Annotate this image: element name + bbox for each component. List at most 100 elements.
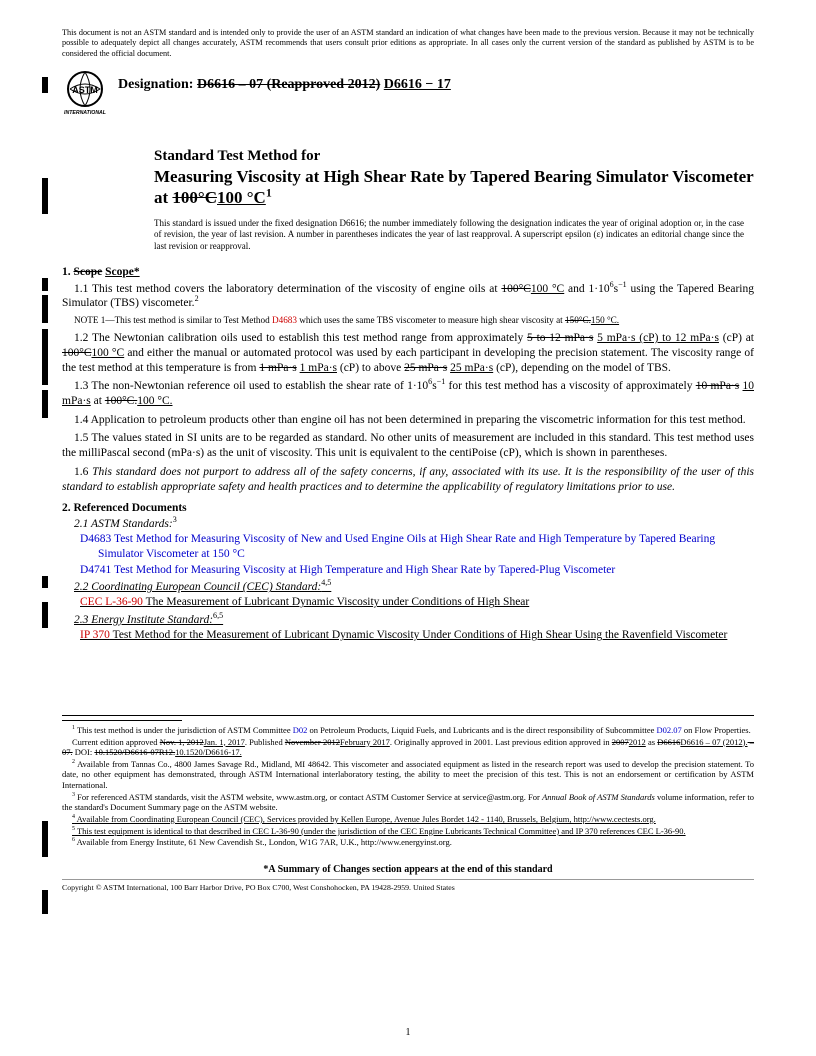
title-line2: Measuring Viscosity at High Shear Rate b… <box>154 166 754 209</box>
copyright: Copyright © ASTM International, 100 Barr… <box>62 879 754 892</box>
p2b: (cP) at <box>719 332 754 344</box>
para-1-3: 1.3 The non-Newtonian reference oil used… <box>62 379 754 408</box>
summary-note: *A Summary of Changes section appears at… <box>62 864 754 875</box>
title-temp-new: 100 °C <box>217 188 266 207</box>
f1a: This test method is under the jurisdicti… <box>75 725 293 735</box>
change-bar <box>42 576 48 588</box>
sub2t: 2.2 Coordinating European Council (CEC) … <box>74 581 321 593</box>
footnote-rule <box>62 720 182 721</box>
para-1-5: 1.5 The values stated in SI units are to… <box>62 431 754 460</box>
designation-label: Designation: <box>118 77 193 92</box>
fn5: 5 This test equipment is identical to th… <box>62 826 754 837</box>
ref-d4741-text[interactable]: Test Method for Measuring Viscosity at H… <box>111 564 615 576</box>
f1n4: D6616 – 07 (2012). <box>680 737 747 747</box>
f2t: Available from Tannas Co., 4800 James Sa… <box>62 759 754 790</box>
fn1-link-d02[interactable]: D02 <box>293 725 308 735</box>
f1h: DOI: <box>73 747 95 757</box>
refs-sub2: 2.2 Coordinating European Council (CEC) … <box>62 581 754 593</box>
f1n3: 2012 <box>629 737 646 747</box>
fn2: 2 Available from Tannas Co., 4800 James … <box>62 759 754 791</box>
p1exp2: −1 <box>618 280 627 289</box>
f1f: . Originally approved in 2001. Last prev… <box>390 737 612 747</box>
p3o2: 100°C. <box>105 395 137 407</box>
sub3s: 6,5 <box>213 611 223 620</box>
p2o4: 25 mPa·s <box>404 362 447 374</box>
f1o3: 2007 <box>612 737 629 747</box>
change-bar <box>42 295 48 323</box>
para-1-2: 1.2 The Newtonian calibration oils used … <box>62 331 754 375</box>
p3o1: 10 mPa·s <box>696 380 740 392</box>
ref-d4683-text[interactable]: Test Method for Measuring Viscosity of N… <box>98 533 715 560</box>
f5t: This test equipment is identical to that… <box>75 826 686 836</box>
designation-old: D6616 – 07 (Reapproved 2012) <box>197 77 380 92</box>
p3n2: 100 °C. <box>137 395 172 407</box>
fn3: 3 For referenced ASTM standards, visit t… <box>62 792 754 813</box>
p1b: and 1·10 <box>564 283 609 295</box>
f6t: Available from Energy Institute, 61 New … <box>75 837 452 847</box>
ref-ip370: IP 370 Test Method for the Measurement o… <box>80 628 754 643</box>
fn1-link-d0207[interactable]: D02.07 <box>657 725 682 735</box>
n1b: which uses the same TBS viscometer to me… <box>297 315 565 325</box>
para-1-6: 1.6 This standard does not purport to ad… <box>62 465 754 494</box>
f3a: For referenced ASTM standards, visit the… <box>75 792 542 802</box>
ref-d4683: D4683 Test Method for Measuring Viscosit… <box>80 532 754 561</box>
p3c: for this test method has a viscosity of … <box>445 380 695 392</box>
f1e: . Published <box>245 737 285 747</box>
header-row: ASTM INTERNATIONAL Designation: D6616 – … <box>62 69 754 117</box>
p3a: 1.3 The non-Newtonian reference oil used… <box>74 380 428 392</box>
note1-ref-link[interactable]: D4683 <box>272 315 297 325</box>
f4t: Available from Coordinating European Cou… <box>75 814 656 824</box>
change-bar <box>42 178 48 214</box>
sub3t: 2.3 Energy Institute Standard: <box>74 614 213 626</box>
p2n1: 5 mPa·s (cP) to 12 mPa·s <box>597 332 719 344</box>
para-1-1: 1.1 This test method covers the laborato… <box>62 282 754 311</box>
p1old: 100°C <box>501 283 531 295</box>
p2o2: 100°C <box>62 347 92 359</box>
change-bar <box>42 602 48 628</box>
page-number: 1 <box>0 1027 816 1038</box>
scope-head-new: Scope* <box>105 266 140 278</box>
f1o4: D6616 <box>657 737 680 747</box>
n1new: 150 °C. <box>591 315 619 325</box>
f1o6: 10.1520/D6616-07R12. <box>94 747 175 757</box>
change-bar <box>42 278 48 291</box>
designation-new: D6616 − 17 <box>384 77 451 92</box>
ref-ip370-text: Test Method for the Measurement of Lubri… <box>110 629 727 641</box>
fn1-cont: Current edition approved Nov. 1, 2012Jan… <box>62 737 754 758</box>
ref-d4683-link[interactable]: D4683 <box>80 533 111 545</box>
f1o1: Nov. 1, 2012 <box>160 737 204 747</box>
svg-text:INTERNATIONAL: INTERNATIONAL <box>64 110 106 116</box>
ref-cec: CEC L-36-90 The Measurement of Lubricant… <box>80 595 754 610</box>
f1n6: 10.1520/D6616-17. <box>175 747 242 757</box>
svg-text:ASTM: ASTM <box>72 85 98 95</box>
refs-sub1: 2.1 ASTM Standards:3 <box>62 518 754 530</box>
fn1: 1 This test method is under the jurisdic… <box>62 725 754 736</box>
title-line1: Standard Test Method for <box>154 147 754 166</box>
ref-d4741-link[interactable]: D4741 <box>80 564 111 576</box>
f1c: on Flow Properties. <box>682 725 751 735</box>
fn6: 6 Available from Energy Institute, 61 Ne… <box>62 837 754 848</box>
issued-note: This standard is issued under the fixed … <box>154 218 754 252</box>
change-bar <box>42 77 48 93</box>
note-1: NOTE 1—This test method is similar to Te… <box>62 315 754 327</box>
title-temp-old: 100°C <box>172 188 217 207</box>
ref-cec-link[interactable]: CEC L-36-90 <box>80 596 143 608</box>
p2d: (cP) to above <box>337 362 404 374</box>
p1a: 1.1 This test method covers the laborato… <box>74 283 501 295</box>
ref-ip370-link[interactable]: IP 370 <box>80 629 110 641</box>
f1b: on Petroleum Products, Liquid Fuels, and… <box>307 725 656 735</box>
ref-d4741: D4741 Test Method for Measuring Viscosit… <box>80 563 754 578</box>
fn4: 4 Available from Coordinating European C… <box>62 814 754 825</box>
p2a: 1.2 The Newtonian calibration oils used … <box>74 332 527 344</box>
p1new: 100 °C <box>531 283 564 295</box>
p2n4: 25 mPa·s <box>450 362 493 374</box>
scope-head-old: Scope <box>74 266 103 278</box>
p2e: (cP), depending on the model of TBS. <box>493 362 671 374</box>
change-bar <box>42 821 48 857</box>
designation: Designation: D6616 – 07 (Reapproved 2012… <box>118 69 451 93</box>
f1n2: February 2017 <box>340 737 390 747</box>
p1sup: 2 <box>195 295 199 304</box>
title-block: Standard Test Method for Measuring Visco… <box>154 147 754 208</box>
f1d: Current edition approved <box>72 737 160 747</box>
f1o2: November 2012 <box>285 737 340 747</box>
